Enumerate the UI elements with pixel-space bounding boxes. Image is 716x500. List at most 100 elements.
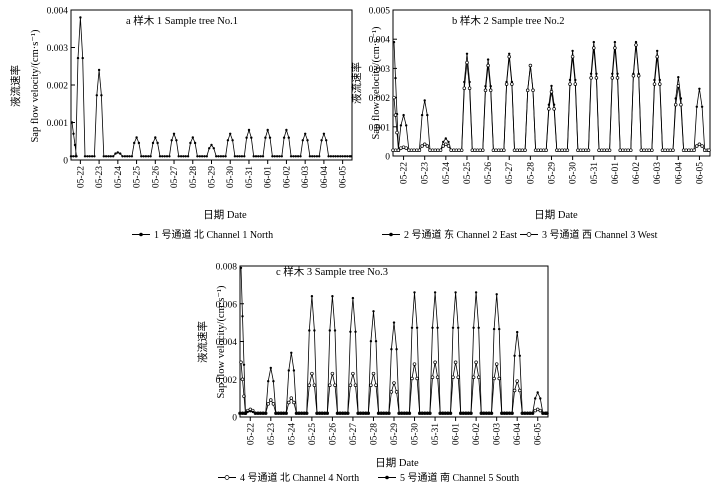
data-point	[415, 326, 419, 329]
data-point	[133, 141, 136, 145]
data-point	[426, 113, 429, 117]
plot-frame	[70, 9, 353, 161]
data-point	[492, 327, 496, 331]
data-point	[465, 52, 469, 55]
data-point	[405, 412, 408, 415]
data-point	[172, 132, 176, 135]
legend-entry: 4 号通道 北 Channel 4 North	[218, 471, 359, 484]
data-point	[72, 155, 75, 158]
legend-entry: 5 号通道 南 Channel 5 South	[378, 471, 519, 484]
data-point	[112, 155, 115, 158]
data-point	[341, 412, 344, 415]
data-point	[371, 371, 376, 376]
data-point	[256, 412, 260, 415]
data-point	[508, 412, 511, 415]
data-point	[240, 377, 245, 382]
x-tick-label: 06-02	[472, 423, 482, 445]
data-point	[121, 155, 124, 158]
data-point	[521, 412, 524, 415]
data-point	[142, 155, 145, 158]
data-point	[550, 84, 553, 88]
legend-entry: 3 号通道 西 Channel 3 West	[520, 228, 658, 241]
data-point	[72, 132, 75, 135]
y-tick-label: 0.003	[47, 44, 69, 54]
data-point	[168, 155, 171, 158]
data-point	[538, 408, 543, 413]
data-point	[308, 155, 312, 158]
data-point	[356, 412, 360, 415]
data-point	[154, 136, 157, 139]
data-point	[421, 412, 424, 415]
data-point	[310, 371, 314, 376]
y-tick-label: 0.004	[216, 338, 238, 348]
data-point	[243, 412, 247, 415]
data-point	[303, 412, 306, 415]
x-tick-label: 05-27	[349, 423, 359, 445]
data-point	[272, 380, 275, 383]
x-axis-label: 日期 Date	[375, 457, 419, 469]
data-point	[261, 155, 265, 158]
data-point	[261, 412, 265, 415]
data-point	[516, 330, 519, 334]
data-point	[446, 144, 451, 148]
data-point	[695, 144, 699, 148]
data-point	[239, 266, 243, 270]
data-point	[545, 412, 549, 415]
data-point	[268, 136, 272, 139]
data-point	[613, 46, 617, 50]
data-point	[523, 412, 527, 415]
legend-marker	[526, 232, 532, 237]
data-point	[515, 379, 519, 383]
x-tick-label: 05-27	[170, 166, 180, 188]
data-point	[299, 155, 302, 158]
x-tick-label: 05-30	[411, 423, 421, 445]
x-tick-label: 06-04	[320, 166, 330, 188]
data-point	[205, 155, 208, 158]
data-point	[446, 412, 450, 415]
data-point	[428, 412, 432, 415]
data-point	[423, 412, 426, 415]
data-point	[331, 295, 334, 298]
data-point	[243, 155, 246, 158]
data-point	[377, 412, 380, 415]
data-point	[547, 107, 551, 111]
data-point	[349, 155, 353, 158]
data-point	[544, 148, 548, 152]
data-point	[338, 412, 342, 415]
data-point	[74, 155, 77, 158]
data-point	[238, 155, 241, 158]
y-axis-label-cn: 液流速率	[350, 62, 363, 104]
data-point	[536, 391, 539, 394]
legend-label: 5 号通道 南 Channel 5 South	[400, 471, 519, 484]
data-point	[73, 143, 77, 147]
data-point	[114, 152, 117, 155]
data-point	[300, 412, 303, 415]
data-point	[385, 412, 388, 415]
data-point	[362, 412, 365, 415]
x-tick-label: 05-23	[267, 423, 277, 445]
data-point	[282, 136, 286, 139]
data-point	[287, 400, 291, 405]
data-point	[165, 155, 169, 158]
data-point	[116, 151, 120, 154]
data-point	[425, 144, 430, 148]
data-point	[700, 144, 704, 148]
x-tick-label: 06-03	[493, 423, 503, 445]
data-point	[144, 155, 148, 158]
x-tick-label: 05-25	[308, 423, 318, 445]
x-tick-label: 05-25	[463, 162, 473, 184]
data-point	[634, 43, 638, 47]
data-point	[523, 148, 527, 152]
data-point	[456, 375, 460, 379]
data-point	[485, 412, 488, 415]
legend-entry: 2 号通道 东 Channel 2 East	[382, 228, 517, 241]
data-point	[692, 148, 696, 152]
data-point	[512, 388, 517, 393]
data-point	[436, 326, 439, 329]
data-point	[140, 155, 143, 158]
data-point	[505, 412, 509, 415]
data-point	[457, 326, 460, 329]
data-point	[707, 148, 711, 152]
data-point	[518, 388, 522, 393]
data-point	[494, 362, 499, 366]
